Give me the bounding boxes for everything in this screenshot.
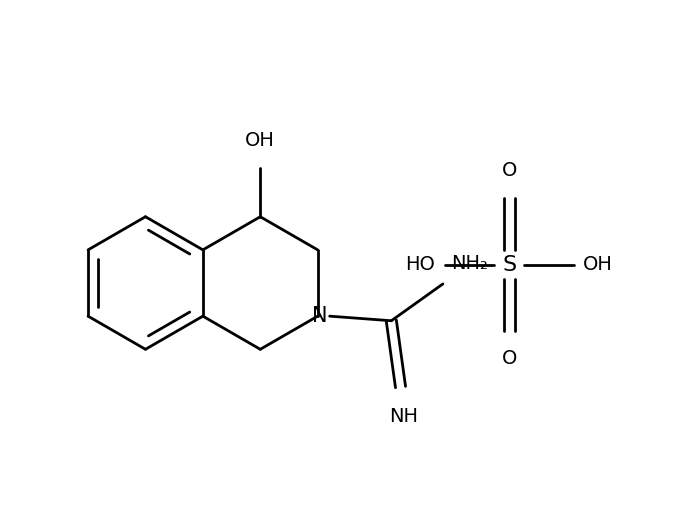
- Text: O: O: [501, 349, 517, 368]
- Text: S: S: [502, 255, 516, 275]
- Text: NH₂: NH₂: [451, 254, 488, 273]
- Text: OH: OH: [245, 132, 275, 150]
- Text: N: N: [312, 306, 327, 326]
- Text: NH: NH: [389, 407, 418, 426]
- Text: HO: HO: [406, 255, 436, 274]
- Text: O: O: [501, 161, 517, 180]
- Text: OH: OH: [583, 255, 612, 274]
